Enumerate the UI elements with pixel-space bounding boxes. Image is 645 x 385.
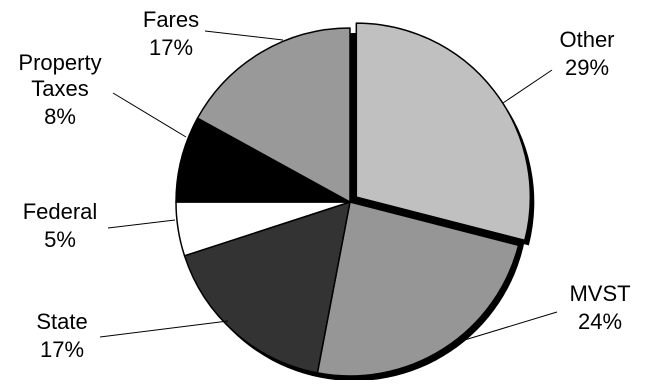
leader-line-federal bbox=[107, 219, 176, 229]
pie-slice-state bbox=[183, 201, 351, 374]
pie-slice-fares bbox=[196, 27, 351, 203]
slice-label-line-mvst: MVST bbox=[569, 281, 630, 306]
pie-slice-other bbox=[355, 22, 532, 242]
slice-label-line-property-taxes: Property bbox=[18, 50, 101, 75]
slice-value-federal: 5% bbox=[44, 227, 76, 252]
slice-label-state: State 17% bbox=[36, 309, 87, 362]
slice-label-federal: Federal 5% bbox=[23, 199, 98, 252]
slice-value-property-taxes: 8% bbox=[44, 104, 76, 129]
leader-line-state bbox=[99, 320, 229, 338]
slice-labels: Other 29% MVST 24% State 17% Federal 5% Property… bbox=[18, 7, 630, 362]
leader-line-mvst bbox=[457, 311, 558, 343]
leader-line-other bbox=[502, 69, 553, 104]
slice-label-other: Other 29% bbox=[559, 27, 614, 80]
pie-slices bbox=[175, 22, 532, 377]
slice-label-line-property-taxes: Taxes bbox=[31, 76, 88, 101]
slice-label-fares: Fares 17% bbox=[143, 7, 199, 60]
slice-value-mvst: 24% bbox=[578, 309, 622, 334]
leader-lines bbox=[99, 30, 558, 343]
pie-slice-mvst bbox=[316, 201, 520, 377]
leader-line-fares bbox=[204, 30, 284, 41]
slice-label-mvst: MVST 24% bbox=[569, 281, 630, 334]
leader-line-property-taxes bbox=[112, 92, 187, 138]
slice-value-fares: 17% bbox=[149, 35, 193, 60]
slice-label-line-fares: Fares bbox=[143, 7, 199, 32]
slice-label-line-other: Other bbox=[559, 27, 614, 52]
slice-label-property-taxes: Property Taxes 8% bbox=[18, 50, 101, 129]
slice-value-other: 29% bbox=[565, 55, 609, 80]
slice-label-line-federal: Federal bbox=[23, 199, 98, 224]
slice-value-state: 17% bbox=[40, 337, 84, 362]
slice-label-line-state: State bbox=[36, 309, 87, 334]
